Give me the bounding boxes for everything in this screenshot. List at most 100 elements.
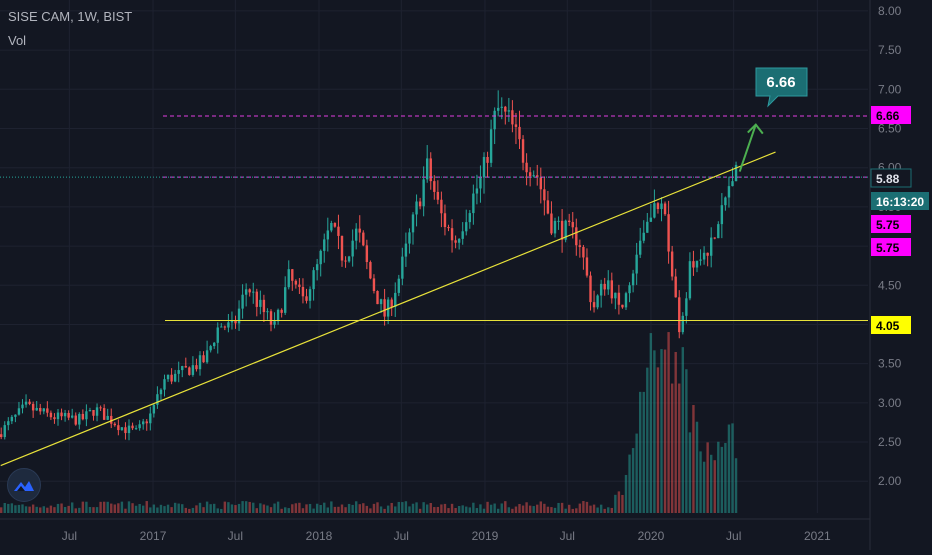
- candle-body: [443, 213, 447, 228]
- price-tick-label: 7.50: [878, 43, 902, 57]
- candle-body: [166, 374, 170, 380]
- volume-bar: [106, 501, 109, 513]
- volume-bar: [92, 507, 95, 513]
- candle-body: [667, 214, 670, 252]
- volume-bar: [628, 454, 631, 513]
- candle-body: [379, 299, 383, 305]
- time-tick-label: Jul: [228, 529, 243, 543]
- volume-bar: [521, 505, 525, 513]
- volume-bar: [589, 505, 592, 513]
- price-label-text: 5.75: [876, 218, 900, 232]
- candle-body: [266, 311, 269, 313]
- candle-body: [681, 315, 684, 333]
- candle-body: [230, 320, 234, 323]
- volume-bar: [678, 383, 681, 513]
- candle-body: [688, 261, 692, 299]
- volume-bar: [198, 502, 202, 513]
- candle-body: [287, 269, 290, 288]
- candle-body: [518, 126, 521, 140]
- volume-bar: [525, 502, 528, 513]
- candle-body: [539, 177, 542, 190]
- volume-bar: [241, 501, 244, 513]
- volume-bar: [35, 506, 38, 513]
- candle-body: [514, 124, 518, 127]
- volume-bar: [280, 508, 283, 513]
- candle-body: [390, 299, 393, 308]
- price-label-box: [871, 316, 911, 334]
- volume-bar: [234, 505, 237, 513]
- callout-text: 6.66: [766, 74, 795, 91]
- volume-bar: [479, 504, 482, 513]
- candle-body: [170, 374, 173, 382]
- candle-body: [344, 260, 347, 262]
- price-labels: 6.66 5.88 16:13:20 5.75 5.75 4.05: [870, 106, 929, 334]
- candle-body: [337, 226, 340, 236]
- candle-body: [397, 278, 400, 293]
- candle-body: [134, 428, 138, 430]
- volume-bar: [607, 507, 610, 513]
- tradingview-logo[interactable]: [7, 468, 41, 502]
- volume-bar: [117, 503, 120, 513]
- volume-bar: [610, 507, 613, 513]
- candle-body: [202, 355, 205, 363]
- candle-body: [138, 424, 141, 429]
- volume-bar: [81, 501, 85, 513]
- volume-bar: [372, 503, 376, 513]
- target-arrow: [738, 124, 757, 172]
- volume-bar: [14, 505, 17, 513]
- volume-bar: [418, 508, 422, 513]
- candle-body: [734, 164, 738, 182]
- candle-body: [628, 285, 631, 294]
- volume-bar: [553, 507, 557, 513]
- price-label-box: [871, 238, 911, 256]
- candle-body: [63, 412, 67, 417]
- volume-bar: [724, 442, 727, 513]
- volume-bar: [376, 502, 379, 513]
- candle-body: [607, 280, 610, 290]
- candle-body: [145, 421, 148, 424]
- candle-body: [610, 280, 613, 299]
- volume-bar: [262, 504, 266, 513]
- volume-bar: [699, 451, 702, 513]
- candle-body: [298, 284, 301, 287]
- annotations: 6.66: [0, 67, 868, 467]
- volume-bar: [440, 504, 443, 513]
- candle-body: [347, 256, 351, 262]
- candle-body: [312, 270, 315, 290]
- candle-body: [479, 177, 482, 189]
- volume-bar: [71, 502, 74, 513]
- volume-bar: [486, 501, 489, 513]
- volume-bar: [319, 504, 322, 513]
- time-tick-label: Jul: [560, 529, 575, 543]
- volume-bar: [706, 442, 709, 513]
- volume-bar: [216, 508, 219, 513]
- volume-bar: [252, 502, 255, 513]
- candle-body: [31, 403, 35, 411]
- candle-body: [127, 425, 131, 434]
- volume-bars: [0, 332, 738, 513]
- candle-body: [674, 276, 677, 298]
- volume-bar: [209, 504, 212, 513]
- volume-bar: [454, 507, 457, 513]
- candle-body: [493, 110, 496, 130]
- candle-body: [624, 293, 628, 308]
- volume-bar: [415, 502, 418, 513]
- volume-bar: [244, 501, 248, 513]
- volume-bar: [78, 507, 81, 513]
- time-tick-label: 2019: [472, 529, 499, 543]
- volume-bar: [237, 503, 241, 513]
- volume-bar: [475, 508, 479, 513]
- volume-bar: [291, 504, 294, 513]
- volume-bar: [28, 506, 31, 513]
- candle-body: [3, 425, 6, 438]
- volume-bar: [532, 506, 535, 513]
- candle-body: [376, 290, 379, 305]
- volume-bar: [213, 503, 216, 513]
- volume-bar: [326, 507, 329, 513]
- candle-body: [39, 407, 42, 412]
- candle-body: [276, 309, 280, 322]
- candle-body: [543, 189, 546, 201]
- candle-body: [436, 191, 440, 200]
